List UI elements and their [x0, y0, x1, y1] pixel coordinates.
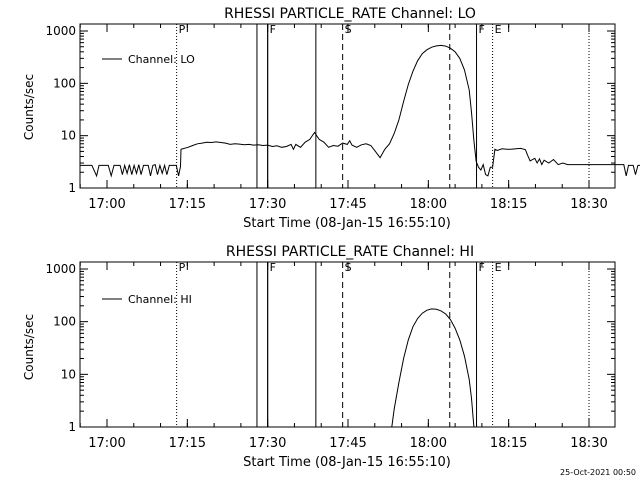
x-axis-label-lo: Start Time (08-Jan-15 16:55:10) — [243, 216, 451, 231]
marker-label-lo: P — [179, 23, 186, 36]
timestamp: 25-Oct-2021 00:50 — [560, 468, 636, 477]
x-tick-label-hi: 18:15 — [490, 436, 527, 451]
legend-lo: Channel: LO — [102, 53, 195, 66]
marker-label-lo: F — [479, 23, 485, 36]
x-tick-label-hi: 17:45 — [329, 436, 366, 451]
legend-label-lo: Channel: LO — [128, 53, 195, 66]
plot-area-lo: 1 10 100 1000 17:00 17:15 17:30 17:45 18:00 18:15… — [45, 23, 640, 212]
x-tick-label-lo: 17:15 — [169, 197, 206, 212]
x-tick-label-hi: 17:15 — [169, 436, 206, 451]
y-tick-label-lo: 100 — [53, 76, 76, 90]
y-tick-label-hi: 1000 — [45, 262, 76, 276]
panel-lo: RHESSI PARTICLE_RATE Channel: LO Counts/… — [22, 6, 640, 231]
x-axis-label-hi: Start Time (08-Jan-15 16:55:10) — [243, 455, 451, 470]
marker-label-hi: P — [179, 261, 186, 274]
y-tick-label-lo: 1000 — [45, 24, 76, 38]
series-line-lo — [80, 44, 640, 178]
y-tick-label-hi: 1 — [68, 420, 76, 434]
y-axis-label-hi: Counts/sec — [22, 314, 36, 380]
marker-label-lo: F — [270, 23, 276, 36]
chart-title-hi: RHESSI PARTICLE_RATE Channel: HI — [226, 244, 474, 260]
x-tick-label-lo: 17:30 — [249, 197, 286, 212]
x-tick-label-lo: 18:00 — [410, 197, 447, 212]
x-tick-label-lo: 17:00 — [88, 197, 125, 212]
y-tick-label-hi: 10 — [61, 367, 76, 381]
x-tick-label-hi: 17:00 — [88, 436, 125, 451]
legend-hi: Channel: HI — [102, 293, 192, 306]
panel-hi: RHESSI PARTICLE_RATE Channel: HI Counts/… — [22, 244, 616, 470]
marker-label-lo: E — [495, 23, 502, 36]
y-axis-label-lo: Counts/sec — [22, 74, 36, 140]
marker-label-hi: F — [270, 261, 276, 274]
chart-title-lo: RHESSI PARTICLE_RATE Channel: LO — [224, 6, 476, 22]
marker-label-lo: S — [345, 23, 352, 36]
x-tick-label-hi: 18:00 — [410, 436, 447, 451]
x-tick-label-lo: 17:45 — [329, 197, 366, 212]
legend-label-hi: Channel: HI — [128, 293, 192, 306]
marker-label-hi: E — [495, 261, 502, 274]
y-tick-label-lo: 1 — [68, 181, 76, 195]
y-tick-label-lo: 10 — [61, 129, 76, 143]
marker-label-hi: S — [345, 261, 352, 274]
y-tick-label-hi: 100 — [53, 315, 76, 329]
series-line-hi — [391, 308, 475, 428]
x-tick-label-hi: 17:30 — [249, 436, 286, 451]
x-tick-label-lo: 18:15 — [490, 197, 527, 212]
marker-label-hi: F — [479, 261, 485, 274]
plot-area-hi: 1 10 100 1000 17:00 17:15 17:30 17:45 18:00 18:15… — [45, 261, 616, 451]
x-tick-label-hi: 18:30 — [570, 436, 607, 451]
x-tick-label-lo: 18:30 — [570, 197, 607, 212]
